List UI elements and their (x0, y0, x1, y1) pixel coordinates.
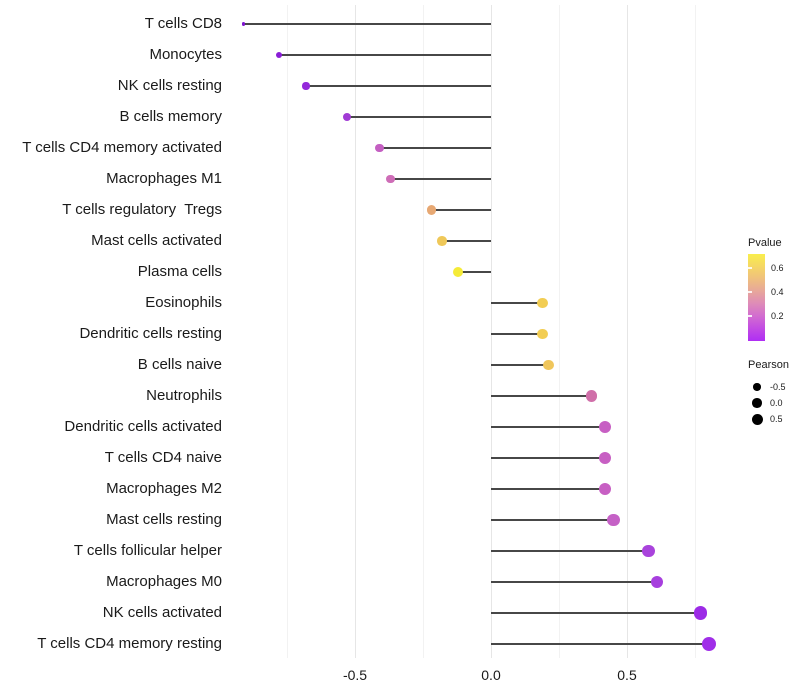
lollipop-dot (599, 483, 612, 495)
y-axis-label: Dendritic cells resting (79, 325, 222, 342)
lollipop-stem (390, 178, 491, 180)
lollipop-stem (243, 23, 491, 25)
gridline-major (627, 5, 628, 658)
lollipop-dot (453, 267, 464, 277)
lollipop-dot (537, 297, 548, 309)
lollipop-dot (599, 421, 612, 433)
pvalue-tick-label: 0.2 (771, 311, 784, 321)
pearson-size-dot (753, 383, 761, 391)
pvalue-colorbar (748, 254, 765, 341)
lollipop-stem (278, 54, 491, 56)
y-axis-label: B cells memory (119, 108, 222, 125)
lollipop-dot (426, 205, 436, 215)
pearson-size-label: 0.0 (770, 398, 783, 408)
pvalue-tick-notch (748, 315, 752, 317)
lollipop-stem (491, 643, 709, 645)
y-axis-label: Eosinophils (145, 294, 222, 311)
lollipop-dot (701, 637, 716, 651)
lollipop-dot (607, 513, 620, 527)
pearson-size-label: 0.5 (770, 414, 783, 424)
lollipop-stem (491, 364, 549, 366)
lollipop-stem (491, 550, 649, 552)
gridline-minor (695, 5, 696, 658)
lollipop-stem (491, 519, 614, 521)
lollipop-stem (491, 457, 606, 459)
lollipop-dot (693, 606, 708, 620)
lollipop-dot (302, 82, 310, 90)
gridline-major (355, 5, 356, 658)
y-axis-label: Mast cells resting (106, 511, 222, 528)
lollipop-dot (585, 390, 598, 402)
y-axis-label: T cells CD4 memory resting (37, 635, 222, 652)
y-axis-label: Dendritic cells activated (64, 418, 222, 435)
lollipop-stem (491, 488, 606, 490)
lollipop-stem (431, 209, 491, 211)
y-axis-label: Macrophages M1 (106, 170, 222, 187)
y-axis-label: Macrophages M2 (106, 480, 222, 497)
lollipop-stem (491, 302, 543, 304)
x-axis-tick-label: 0.0 (481, 667, 501, 683)
lollipop-stem (379, 147, 491, 149)
pearson-size-dot (752, 398, 762, 408)
lollipop-stem (306, 85, 491, 87)
lollipop-dot (437, 236, 447, 246)
gridline-minor (287, 5, 288, 658)
y-axis-label: Macrophages M0 (106, 573, 222, 590)
y-axis-label: T cells CD8 (144, 15, 222, 32)
gridline-minor (423, 5, 424, 658)
pearson-size-label: -0.5 (770, 382, 786, 392)
lollipop-dot (599, 452, 612, 464)
lollipop-stem (491, 395, 592, 397)
lollipop-stem (346, 116, 491, 118)
lollipop-dot (642, 544, 656, 558)
y-axis-label: Plasma cells (137, 263, 222, 280)
y-axis-label: T cells follicular helper (73, 542, 222, 559)
pvalue-tick-label: 0.4 (771, 287, 784, 297)
gridline-major (491, 5, 492, 658)
lollipop-dot (650, 575, 664, 589)
y-axis-label: Monocytes (149, 46, 222, 63)
y-axis-label: T cells regulatory Tregs (62, 201, 222, 218)
y-axis-label: T cells CD4 memory activated (22, 139, 222, 156)
lollipop-stem (491, 426, 606, 428)
pvalue-tick-label: 0.6 (771, 263, 784, 273)
lollipop-stem (442, 240, 491, 242)
pvalue-tick-notch (748, 291, 752, 293)
pearson-legend-title: Pearson (748, 359, 789, 371)
lollipop-dot (275, 52, 282, 58)
gridline-minor (559, 5, 560, 658)
lollipop-dot (342, 113, 351, 121)
x-axis-tick-label: -0.5 (342, 667, 368, 683)
pvalue-tick-notch (748, 267, 752, 269)
lollipop-dot (542, 359, 554, 371)
pvalue-legend-title: Pvalue (748, 237, 782, 249)
y-axis-label: Neutrophils (146, 387, 222, 404)
y-axis-label: NK cells resting (117, 77, 222, 94)
y-axis-label: B cells naive (137, 356, 222, 373)
lollipop-dot (537, 328, 548, 340)
pearson-size-dot (751, 413, 763, 425)
y-axis-label: Mast cells activated (91, 232, 222, 249)
lollipop-stem (491, 333, 543, 335)
lollipop-stem (458, 271, 491, 273)
y-axis-label: T cells CD4 naive (104, 449, 222, 466)
lollipop-dot (375, 143, 384, 153)
x-axis-tick-label: 0.5 (617, 667, 637, 683)
lollipop-stem (491, 581, 657, 583)
lollipop-dot (386, 174, 395, 184)
lollipop-stem (491, 612, 701, 614)
y-axis-label: NK cells activated (102, 604, 222, 621)
lollipop-dot (241, 22, 246, 26)
